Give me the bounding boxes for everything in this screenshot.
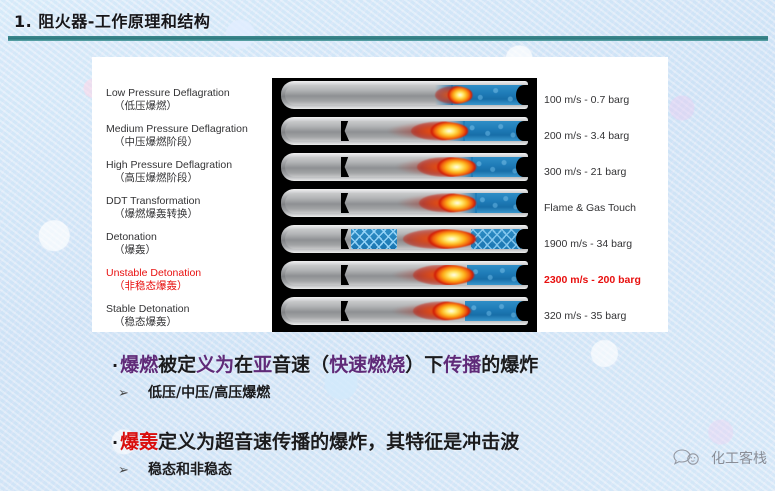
row-label: Medium Pressure Deflagration （中压爆燃阶段） — [92, 123, 280, 148]
row-label-cn: （爆轰） — [114, 243, 156, 256]
bullet1-seg2: 被定 — [158, 354, 197, 376]
bullet1-seg9: ） — [405, 354, 425, 376]
bullet1-seg12: 的爆炸 — [481, 354, 539, 376]
bullet1-seg1: 爆燃 — [120, 354, 159, 376]
flame-arrester-mesh-icon — [351, 229, 397, 249]
arrow-bullet-icon: ➢ — [118, 386, 129, 401]
table-row: Detonation （爆轰） 1900 m/s - 34 barg — [92, 225, 668, 262]
row-value: 320 m/s - 35 barg — [544, 309, 627, 322]
row-label: Detonation （爆轰） — [92, 231, 280, 256]
row-label-en: High Pressure Deflagration — [106, 159, 233, 171]
figure-label-rows: Low Pressure Deflagration （低压爆燃） 100 m/s… — [92, 57, 668, 332]
deflagration-detonation-figure: Low Pressure Deflagration （低压爆燃） 100 m/s… — [92, 57, 668, 332]
row-label-en: Medium Pressure Deflagration — [106, 123, 248, 135]
bullet2-seg2: 定义为 — [158, 431, 216, 453]
bullet-detonation-definition: · 爆轰定义为超音速传播的爆炸，其特征是冲击波 — [112, 427, 519, 454]
bullet1-seg7: （ — [310, 354, 330, 376]
bullet2-seg8: 击 — [481, 431, 501, 453]
pipe-row-high-pressure-deflagration — [281, 153, 528, 181]
row-label-cn: （高压爆燃阶段） — [114, 171, 198, 184]
bullet1-seg5: 亚 — [253, 354, 273, 376]
row-label-cn: （低压爆燃） — [114, 99, 177, 112]
bullet2-seg5: 的爆炸， — [310, 431, 387, 453]
page-title: 1. 阻火器-工作原理和结构 — [14, 12, 211, 31]
bullet1-seg8: 快速燃烧 — [329, 354, 406, 376]
row-label-cn: （稳态爆轰） — [114, 315, 177, 328]
bullet2-seg1: 爆轰 — [120, 431, 159, 453]
row-label-en: Detonation — [106, 231, 157, 243]
row-label: Stable Detonation （稳态爆轰） — [92, 303, 280, 328]
row-label: DDT Transformation （爆燃爆轰转换） — [92, 195, 280, 220]
bullet1-seg4: 在 — [234, 354, 254, 376]
bullet2-seg3: 超音速 — [215, 431, 273, 453]
row-value: 200 m/s - 3.4 barg — [544, 129, 630, 142]
bullet-marker: · — [112, 356, 119, 375]
row-value: 100 m/s - 0.7 barg — [544, 93, 630, 106]
bullet2-seg7: 冲 — [462, 431, 482, 453]
row-label-en: DDT Transformation — [106, 195, 201, 207]
chat-bubble-icon — [671, 447, 705, 469]
row-label: High Pressure Deflagration （高压爆燃阶段） — [92, 159, 280, 184]
row-value: 1900 m/s - 34 barg — [544, 237, 633, 250]
sub-bullet-deflagration-types: ➢ 低压/中压/高压爆燃 — [118, 382, 270, 402]
bullet1-seg11: 传播 — [443, 354, 482, 376]
table-row: Stable Detonation （稳态爆轰） 320 m/s - 35 ba… — [92, 297, 668, 334]
row-label-cn: （爆燃爆轰转换） — [114, 207, 198, 220]
pipe-row-ddt-transformation — [281, 189, 528, 217]
row-label-en: Low Pressure Deflagration — [106, 87, 230, 99]
pipe-illustration-panel — [272, 78, 537, 332]
row-value: 300 m/s - 21 barg — [544, 165, 627, 178]
title-divider-rule — [8, 36, 768, 41]
bullet1-seg10: 下 — [424, 354, 444, 376]
table-row: Low Pressure Deflagration （低压爆燃） 100 m/s… — [92, 81, 668, 118]
row-label-cn: （中压爆燃阶段） — [114, 135, 198, 148]
watermark-text: 化工客栈 — [711, 451, 767, 467]
bullet2-seg6: 其特征是 — [386, 431, 463, 453]
row-value: 2300 m/s - 200 barg — [544, 273, 641, 286]
pipe-row-low-pressure-deflagration — [281, 81, 528, 109]
bullet-deflagration-definition: · 爆燃被定义为在亚音速（快速燃烧）下传播的爆炸 — [112, 350, 538, 377]
row-label-en: Stable Detonation — [106, 303, 190, 315]
table-row: Medium Pressure Deflagration （中压爆燃阶段） 20… — [92, 117, 668, 154]
pipe-row-medium-pressure-deflagration — [281, 117, 528, 145]
watermark: 化工客栈 — [671, 447, 767, 469]
sub2-text: 稳态和非稳态 — [148, 462, 232, 478]
sub-bullet-detonation-types: ➢ 稳态和非稳态 — [118, 459, 232, 479]
arrow-bullet-icon: ➢ — [118, 463, 129, 478]
sub1-text: 低压/中压/高压爆燃 — [148, 385, 271, 401]
bullet2-seg4: 传播 — [272, 431, 311, 453]
pipe-row-stable-detonation — [281, 297, 528, 325]
row-label-en: Unstable Detonation — [106, 267, 202, 279]
pipe-row-unstable-detonation — [281, 261, 528, 289]
row-value: Flame & Gas Touch — [544, 201, 637, 214]
row-label: Low Pressure Deflagration （低压爆燃） — [92, 87, 280, 112]
bullet-marker: · — [112, 433, 119, 452]
row-label: Unstable Detonation （非稳态爆轰） — [92, 267, 280, 292]
bullet2-seg9: 波 — [500, 431, 520, 453]
row-label-cn: （非稳态爆轰） — [114, 279, 188, 292]
table-row: DDT Transformation （爆燃爆轰转换） Flame & Gas … — [92, 189, 668, 226]
table-row: Unstable Detonation （非稳态爆轰） 2300 m/s - 2… — [92, 261, 668, 298]
pipe-row-detonation — [281, 225, 528, 253]
bullet1-seg3: 义为 — [196, 354, 235, 376]
bullet1-seg6: 音速 — [272, 354, 311, 376]
table-row: High Pressure Deflagration （高压爆燃阶段） 300 … — [92, 153, 668, 190]
